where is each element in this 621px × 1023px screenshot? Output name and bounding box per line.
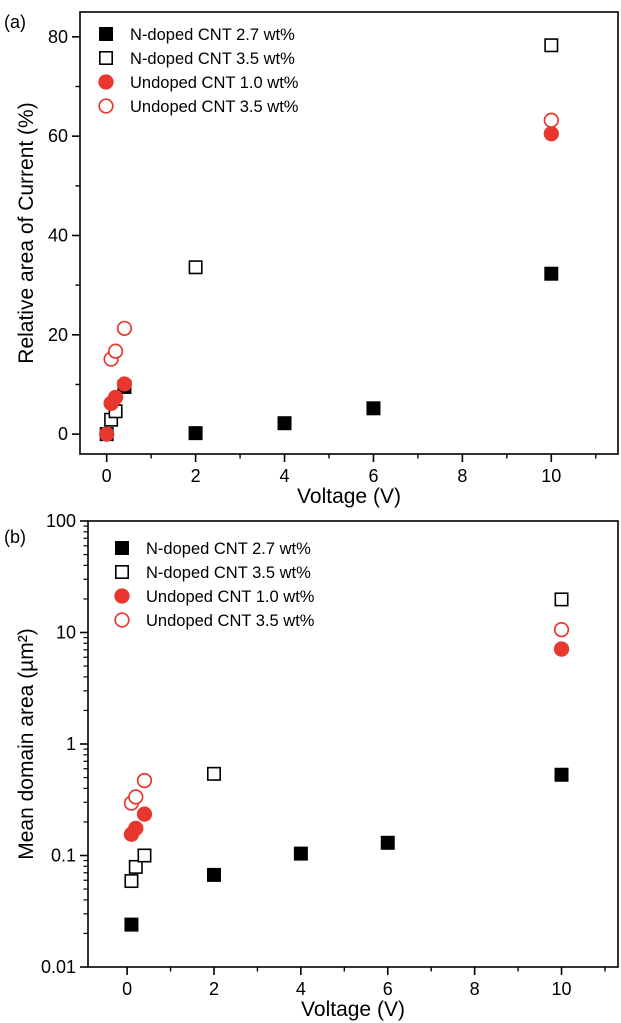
data-point xyxy=(107,389,124,406)
x-tick-label: 10 xyxy=(541,466,561,486)
panel-a-plot-frame xyxy=(79,11,619,455)
panel-b-x-axis-title: Voltage (V) xyxy=(301,998,405,1021)
y-tick-label: 100 xyxy=(46,511,76,531)
data-point xyxy=(206,766,221,781)
data-point xyxy=(543,126,559,142)
panel-b-x-ticks: 0 2 4 6 8 10 xyxy=(122,967,606,999)
panel-a-x-ticks: 0 2 4 6 8 10 xyxy=(102,454,597,486)
data-point xyxy=(188,426,203,441)
data-point xyxy=(116,320,133,337)
data-point xyxy=(107,343,124,359)
panel-b-y-axis-title: Mean domain area (µm²) xyxy=(15,628,38,860)
panel-a-x-axis-title: Voltage (V) xyxy=(297,485,401,508)
x-tick-label: 8 xyxy=(457,466,467,486)
data-point xyxy=(554,592,569,607)
x-tick-label: 2 xyxy=(209,979,219,999)
x-tick-label: 4 xyxy=(280,466,290,486)
x-tick-label: 6 xyxy=(368,466,378,486)
data-point xyxy=(128,789,144,805)
data-point xyxy=(544,38,559,53)
panel-b-data-points xyxy=(123,592,570,932)
panel-b-legend: N-doped CNT 2.7 wt% N-doped CNT 3.5 wt% Un… xyxy=(114,540,315,630)
data-point xyxy=(99,426,115,442)
y-tick-label: 0 xyxy=(58,424,68,444)
legend-label: Undoped CNT 1.0 wt% xyxy=(146,588,315,606)
x-tick-label: 10 xyxy=(552,979,572,999)
data-point xyxy=(128,820,144,837)
panel-a-legend: N-doped CNT 2.7 wt% N-doped CNT 3.5 wt% Un… xyxy=(98,26,299,116)
x-tick-label: 2 xyxy=(191,466,201,486)
data-point xyxy=(136,806,153,822)
legend-marker xyxy=(99,50,114,65)
data-point xyxy=(136,772,153,789)
data-point xyxy=(277,416,292,431)
data-point xyxy=(293,846,308,861)
x-tick-label: 6 xyxy=(383,979,393,999)
legend-marker xyxy=(114,588,130,604)
panel-b-y-ticks: 0.01 0.1 1 10 100 xyxy=(41,511,88,977)
y-tick-label: 20 xyxy=(48,325,68,345)
legend-label: N-doped CNT 3.5 wt% xyxy=(130,50,295,68)
data-point xyxy=(124,874,139,889)
y-tick-label: 40 xyxy=(48,225,68,245)
data-point xyxy=(366,401,381,416)
data-point xyxy=(553,641,570,657)
data-point xyxy=(544,266,559,281)
legend-label: Undoped CNT 3.5 wt% xyxy=(146,612,315,630)
panel-a: (a) 0 20 40 60 80 0 2 4 6 8 10 Voltage (V) Relati… xyxy=(4,11,619,508)
y-tick-label: 80 xyxy=(48,27,68,47)
panel-a-y-axis-title: Relative area of Current (%) xyxy=(15,102,38,363)
legend-marker xyxy=(98,98,114,114)
data-point xyxy=(116,376,133,392)
panel-b: (b) 0.01 0.1 1 10 100 0 2 4 6 8 10 Voltage (V) Me… xyxy=(4,511,619,1021)
data-point xyxy=(206,867,221,882)
panel-a-data-points xyxy=(99,38,559,442)
data-point xyxy=(137,848,152,863)
x-tick-label: 4 xyxy=(296,979,306,999)
legend-marker xyxy=(115,564,130,579)
legend-marker xyxy=(99,26,114,41)
x-tick-label: 8 xyxy=(470,979,480,999)
y-tick-label: 10 xyxy=(56,623,76,643)
data-point xyxy=(543,112,559,128)
legend-label: Undoped CNT 3.5 wt% xyxy=(130,98,299,116)
data-point xyxy=(380,835,395,850)
x-tick-label: 0 xyxy=(102,466,112,486)
data-point xyxy=(188,260,203,275)
y-tick-label: 0.01 xyxy=(41,957,76,977)
panel-a-y-ticks: 0 20 40 60 80 xyxy=(48,27,80,444)
x-tick-label: 0 xyxy=(122,979,132,999)
y-tick-label: 1 xyxy=(66,734,76,754)
y-tick-label: 60 xyxy=(48,126,68,146)
data-point xyxy=(554,767,569,782)
panel-b-label: (b) xyxy=(4,527,26,547)
legend-label: Undoped CNT 1.0 wt% xyxy=(130,74,299,92)
legend-marker xyxy=(114,612,130,628)
data-point xyxy=(128,859,143,874)
panel-a-label: (a) xyxy=(4,12,26,32)
data-point xyxy=(124,917,139,932)
legend-label: N-doped CNT 3.5 wt% xyxy=(146,564,311,582)
legend-marker xyxy=(115,540,130,555)
legend-label: N-doped CNT 2.7 wt% xyxy=(146,540,311,558)
y-tick-label: 0.1 xyxy=(51,846,76,866)
legend-label: N-doped CNT 2.7 wt% xyxy=(130,26,295,44)
legend-marker xyxy=(98,74,114,90)
data-point xyxy=(553,622,570,638)
